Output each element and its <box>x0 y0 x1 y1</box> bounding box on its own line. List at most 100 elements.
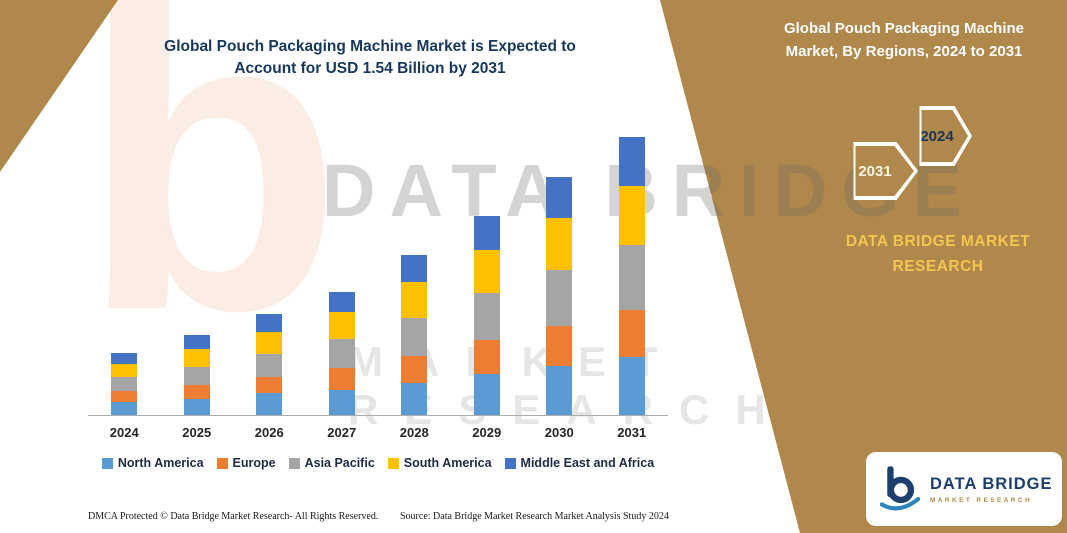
bar-segment <box>618 186 645 245</box>
legend-label: North America <box>117 456 204 470</box>
legend-item: Europe <box>216 456 276 470</box>
x-axis-label: 2031 <box>617 425 647 440</box>
legend-swatch <box>101 457 113 469</box>
bar-2028 <box>378 100 451 415</box>
bar-2029 <box>451 100 524 415</box>
legend-label: Middle East and Africa <box>520 456 655 470</box>
hexagon-2031: 2031 <box>832 142 918 200</box>
x-axis-label: 2026 <box>254 425 284 440</box>
x-axis-label: 2027 <box>327 425 357 440</box>
bar-stack-2030 <box>546 177 573 415</box>
bar-segment <box>111 377 138 391</box>
bar-segment <box>546 177 573 218</box>
legend-item: Middle East and Africa <box>504 456 655 470</box>
bar-2030 <box>523 100 596 415</box>
bar-segment <box>618 137 645 186</box>
bar-segment <box>401 318 428 356</box>
bar-stack-2025 <box>183 335 210 415</box>
bar-segment <box>183 399 210 415</box>
bar-segment <box>401 282 428 318</box>
stacked-bar-chart: 2024 2025 2026 2027 2028 2029 2030 2031 North A… <box>88 100 668 470</box>
x-axis-label: 2029 <box>472 425 502 440</box>
bar-segment <box>256 354 283 377</box>
bar-segment <box>618 310 645 357</box>
bar-segment <box>328 368 355 390</box>
bar-segment <box>618 245 645 310</box>
bar-segment <box>328 312 355 339</box>
bar-segment <box>618 357 645 415</box>
legend-swatch <box>387 457 399 469</box>
bar-segment <box>183 335 210 349</box>
legend-swatch <box>216 457 228 469</box>
legend-item: Asia Pacific <box>288 456 375 470</box>
bar-stack-2028 <box>401 255 428 415</box>
bar-segment <box>328 390 355 415</box>
bar-segment <box>328 292 355 312</box>
bar-2031 <box>596 100 669 415</box>
logo-name: DATA BRIDGE <box>930 474 1053 493</box>
bar-segment <box>183 349 210 367</box>
brand-line2: RESEARCH <box>892 257 984 275</box>
bar-stack-2031 <box>618 137 645 415</box>
legend-label: South America <box>403 456 492 470</box>
bar-segment <box>546 326 573 366</box>
bar-2026 <box>233 100 306 415</box>
bar-segment <box>473 293 500 340</box>
bar-stack-2024 <box>111 353 138 415</box>
bar-2025 <box>161 100 234 415</box>
brand-wordmark: DATA BRIDGE MARKET RESEARCH <box>818 230 1058 280</box>
bar-2027 <box>306 100 379 415</box>
x-axis-label: 2024 <box>109 425 139 440</box>
bar-segment <box>401 383 428 415</box>
bar-segment <box>473 216 500 250</box>
chart-title-line1: Global Pouch Packaging Machine Market is… <box>164 38 576 55</box>
bar-segment <box>256 393 283 415</box>
banner-heading: Global Pouch Packaging Machine Market, B… <box>783 20 1025 60</box>
bar-segment <box>473 340 500 374</box>
chart-title: Global Pouch Packaging Machine Market is… <box>100 36 640 81</box>
legend-swatch <box>504 457 516 469</box>
bar-segment <box>328 339 355 368</box>
bar-segment <box>473 374 500 415</box>
bar-segment <box>256 314 283 332</box>
bar-segment <box>401 255 428 282</box>
x-axis-label: 2030 <box>544 425 574 440</box>
bar-segment <box>111 402 138 415</box>
bar-segment <box>111 364 138 377</box>
bar-segment <box>546 366 573 415</box>
x-axis-label: 2025 <box>182 425 212 440</box>
legend-label: Asia Pacific <box>304 456 375 470</box>
logo-subtitle: MARKET RESEARCH <box>930 496 1033 504</box>
bar-segment <box>256 377 283 393</box>
bar-segment <box>473 250 500 293</box>
plot-area <box>88 100 668 416</box>
bar-stack-2029 <box>473 216 500 415</box>
chart-legend: North America Europe Asia Pacific South Ame… <box>88 456 668 470</box>
hexagon-2024: 2024 <box>902 106 972 166</box>
databridge-b-icon <box>880 466 920 511</box>
hexagon-2024-label: 2024 <box>921 110 968 162</box>
legend-swatch <box>288 457 300 469</box>
legend-item: North America <box>101 456 204 470</box>
bar-stack-2026 <box>256 314 283 415</box>
legend-label: Europe <box>232 456 276 470</box>
bar-2024 <box>88 100 161 415</box>
logo-text: DATA BRIDGE MARKET RESEARCH <box>930 475 1053 504</box>
source-note: Source: Data Bridge Market Research Mark… <box>400 511 669 522</box>
databridge-logo: DATA BRIDGE MARKET RESEARCH <box>866 452 1062 526</box>
x-axis-labels: 2024 2025 2026 2027 2028 2029 2030 2031 <box>88 425 668 440</box>
bar-stack-2027 <box>328 292 355 415</box>
bar-segment <box>111 391 138 402</box>
bar-segment <box>401 356 428 383</box>
bar-segment <box>111 353 138 364</box>
bar-segment <box>546 270 573 326</box>
bar-segment <box>183 385 210 399</box>
bar-segment <box>256 332 283 354</box>
legend-item: South America <box>387 456 492 470</box>
bar-segment <box>546 218 573 270</box>
hexagon-2024-border: 2024 <box>919 106 972 166</box>
brand-line1: DATA BRIDGE MARKET <box>845 233 1031 250</box>
bar-segment <box>183 367 210 385</box>
x-axis-label: 2028 <box>399 425 429 440</box>
